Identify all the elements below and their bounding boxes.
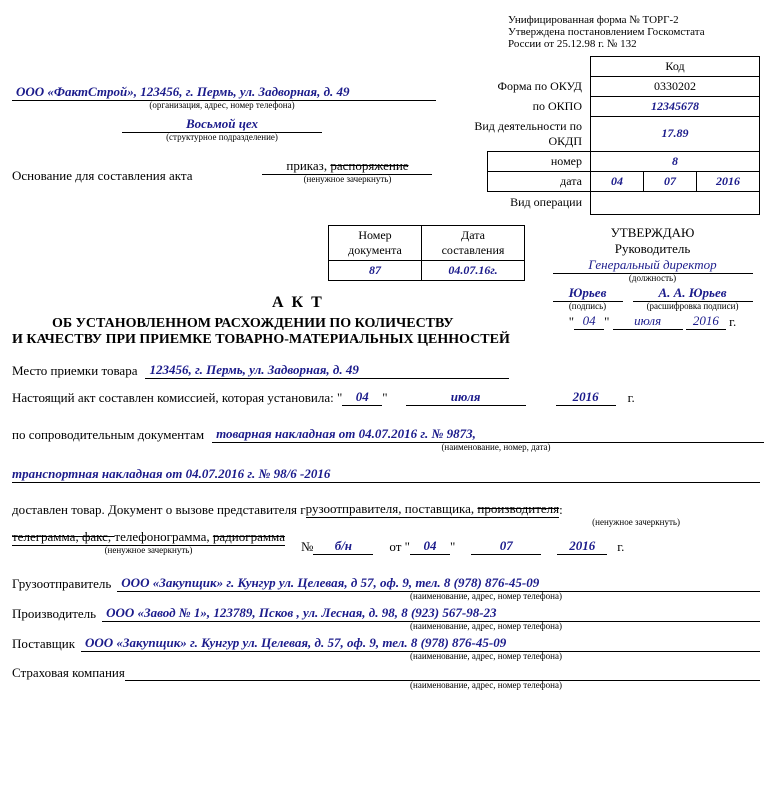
delivery-plain-mid: телефонограмма,	[114, 529, 212, 544]
approve-sign: Юрьев	[553, 285, 623, 302]
sender-label: Грузоотправитель	[12, 576, 111, 592]
maker-label: Производитель	[12, 606, 96, 622]
delivery-strike-role: производителя	[477, 501, 559, 516]
supplier-label: Поставщик	[12, 636, 75, 652]
place-value: 123456, г. Пермь, ул. Задворная, д. 49	[145, 362, 509, 379]
supplier-value: ООО «Закупщик» г. Кунгур ул. Целевая, д.…	[81, 635, 760, 652]
basis-label: Основание для составления акта	[12, 168, 192, 184]
delivery-month: 07	[471, 538, 541, 555]
delivery-caption-strike2: (ненужное зачеркнуть)	[12, 545, 285, 555]
okdp-value: 17.89	[591, 117, 760, 152]
docs-value2: транспортная накладная от 04.07.2016 г. …	[12, 466, 760, 483]
form-line1: Унифицированная форма № ТОРГ-2	[508, 14, 748, 26]
operation-value	[591, 191, 760, 214]
approve-position-caption: (должность)	[545, 273, 760, 283]
okud-value: 0330202	[591, 77, 760, 97]
org-unit-caption: (структурное подразделение)	[122, 132, 322, 142]
basis-prefix: приказ,	[286, 158, 330, 173]
approve-decipher: А. А. Юрьев	[633, 285, 753, 302]
approve-day: 04	[574, 313, 604, 330]
approve-title: УТВЕРЖДАЮ	[545, 225, 760, 241]
data-label: дата	[488, 171, 591, 191]
place-label: Место приемки товара	[12, 363, 137, 379]
approve-role: Руководитель	[545, 241, 760, 257]
approve-position: Генеральный директор	[553, 257, 753, 274]
okpo-label: по ОКПО	[460, 97, 591, 117]
okud-label: Форма по ОКУД	[460, 77, 591, 97]
doc-date: 04.07.16г.	[422, 260, 525, 280]
insurer-caption: (наименование, адрес, номер телефона)	[212, 680, 760, 690]
approve-year-suffix: г.	[729, 314, 736, 329]
delivery-text1: доставлен товар. Документ о вызове предс…	[12, 502, 306, 517]
okpo-value: 12345678	[591, 97, 760, 117]
date-m: 07	[644, 171, 697, 191]
approve-sign-caption: (подпись)	[553, 301, 623, 311]
org-name-caption: (организация, адрес, номер телефона)	[12, 100, 432, 110]
sender-value: ООО «Закупщик» г. Кунгур ул. Целевая, д …	[117, 575, 760, 592]
commission-day: 04	[342, 389, 382, 406]
sender-caption: (наименование, адрес, номер телефона)	[212, 591, 760, 601]
delivery-from: от "	[389, 539, 410, 555]
approve-month: июля	[613, 313, 683, 330]
doc-date-label: Дата составления	[422, 225, 525, 260]
insurer-label: Страховая компания	[12, 665, 125, 681]
delivery-q2: "	[450, 539, 455, 555]
commission-month: июля	[406, 389, 526, 406]
title-line2: И КАЧЕСТВУ ПРИ ПРИЕМКЕ ТОВАРНО-МАТЕРИАЛЬ…	[12, 332, 760, 348]
delivery-strike-end: радиограмма	[213, 529, 285, 544]
form-line2: Утверждена постановлением Госкомстата	[508, 26, 748, 38]
delivery-year: 2016	[557, 538, 607, 555]
codes-table: Код Форма по ОКУД 0330202 по ОКПО 123456…	[460, 56, 760, 215]
kod-label: Код	[591, 57, 760, 77]
commission-year: 2016	[556, 389, 616, 406]
org-unit: Восьмой цех	[122, 116, 322, 133]
docs-value1: товарная накладная от 04.07.2016 г. № 98…	[212, 426, 764, 443]
operation-label: Вид операции	[460, 191, 591, 214]
commission-prefix: Настоящий акт составлен комиссией, котор…	[12, 390, 342, 406]
approve-decipher-caption: (расшифровка подписи)	[633, 301, 753, 311]
delivery-caption-top: (ненужное зачеркнуть)	[12, 517, 760, 527]
maker-caption: (наименование, адрес, номер телефона)	[212, 621, 760, 631]
delivery-roles: рузоотправителя, поставщика,	[306, 501, 478, 516]
docs-label: по сопроводительным документам	[12, 427, 204, 443]
nomer-value: 8	[591, 151, 760, 171]
date-d: 04	[591, 171, 644, 191]
form-header: Унифицированная форма № ТОРГ-2 Утвержден…	[508, 14, 748, 50]
commission-suffix: г.	[628, 390, 635, 406]
approve-year: 2016	[686, 313, 726, 330]
docs-caption1: (наименование, номер, дата)	[232, 442, 760, 452]
commission-q2: "	[382, 390, 387, 406]
delivery-suffix: г.	[617, 539, 624, 555]
doc-num-label: Номер документа	[329, 225, 422, 260]
nomer-label: номер	[488, 151, 591, 171]
org-name: ООО «ФактСтрой», 123456, г. Пермь, ул. З…	[12, 84, 436, 101]
maker-value: ООО «Завод № 1», 123789, Псков , ул. Лес…	[102, 605, 760, 622]
delivery-day: 04	[410, 538, 450, 555]
date-y: 2016	[697, 171, 760, 191]
delivery-num-label: №	[301, 539, 313, 555]
doc-num: 87	[329, 260, 422, 280]
supplier-caption: (наименование, адрес, номер телефона)	[212, 651, 760, 661]
doc-box: Номер документа Дата составления 87 04.0…	[328, 225, 525, 281]
okdp-label: Вид деятельности по ОКДП	[460, 117, 591, 152]
basis-caption: (ненужное зачеркнуть)	[262, 174, 432, 184]
basis-strike: распоряжение	[330, 158, 408, 173]
form-line3: России от 25.12.98 г. № 132	[508, 38, 748, 50]
delivery-strike-line: телеграмма, факс,	[12, 529, 114, 544]
delivery-num: б/н	[313, 538, 373, 555]
